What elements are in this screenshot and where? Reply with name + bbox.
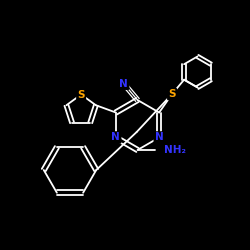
Text: N: N (120, 79, 128, 89)
Text: N: N (155, 132, 164, 142)
Text: NH₂: NH₂ (164, 145, 186, 155)
Text: S: S (168, 89, 176, 99)
Text: S: S (78, 90, 85, 100)
Text: N: N (112, 132, 120, 142)
